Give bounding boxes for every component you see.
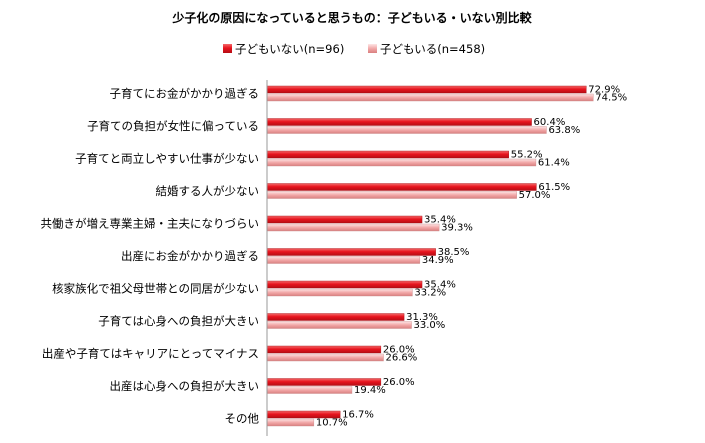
data-label-no-children: 26.0% (383, 345, 415, 356)
data-label-no-children: 26.0% (383, 377, 415, 388)
data-label-no-children: 60.4% (534, 117, 566, 128)
data-label-with-children: 33.2% (414, 288, 446, 299)
category-label: 共働きが増え専業主婦・主夫になりづらい (41, 217, 260, 231)
legend: 子どもいない(n=96) 子どもいる(n=458) (223, 42, 485, 56)
category-label: 子育ての負担が女性に偏っている (87, 119, 259, 133)
bar-with-children (266, 93, 594, 102)
bar-no-children (266, 118, 532, 126)
category-label: 結婚する人が少ない (156, 184, 260, 198)
bar-no-children (266, 345, 382, 354)
category-label: 出産にお金がかかり過ぎる (121, 249, 259, 263)
data-label-with-children: 26.6% (386, 353, 418, 364)
category-label: 出産は心身への負担が大きい (110, 379, 260, 393)
bar-no-children (266, 248, 436, 256)
legend-swatch-with-children (368, 44, 377, 53)
bar-with-children (266, 256, 421, 264)
data-label-with-children: 10.7% (316, 418, 348, 429)
category-label: その他 (225, 412, 260, 426)
bar-no-children (266, 183, 537, 191)
data-label-no-children: 35.4% (424, 280, 456, 291)
bar-with-children (266, 126, 547, 134)
data-label-with-children: 74.5% (595, 93, 627, 104)
bar-with-children (266, 191, 517, 199)
data-label-with-children: 34.9% (422, 255, 454, 266)
category-label: 核家族化で祖父母世帯との同居が少ない (52, 282, 259, 296)
bar-with-children (266, 418, 315, 427)
data-label-with-children: 19.4% (354, 385, 386, 396)
plot-area: 子育てにお金がかかり過ぎる 72.9%74.5% 子育ての負担が女性に偏っている 60… (41, 85, 628, 429)
bar-with-children (266, 386, 353, 394)
data-label-no-children: 31.3% (406, 312, 438, 323)
bar-no-children (266, 280, 423, 289)
category-label: 出産や子育てはキャリアにとってマイナス (42, 347, 259, 361)
bar-no-children (266, 150, 509, 159)
bar-with-children (266, 158, 537, 167)
bar-with-children (266, 288, 413, 297)
bar-no-children (266, 215, 423, 224)
data-label-no-children: 38.5% (438, 247, 470, 258)
category-label: 子育てと両立しやすい仕事が少ない (75, 152, 259, 166)
chart-title: 少子化の原因になっていると思うもの：子どもいる・いない別比較 (171, 10, 532, 25)
legend-label-with-children: 子どもいる(n=458) (380, 42, 485, 56)
bar-with-children (266, 321, 412, 329)
category-label: 子育てにお金がかかり過ぎる (110, 87, 260, 101)
data-label-with-children: 39.3% (441, 223, 473, 234)
bar-no-children (266, 85, 587, 94)
data-label-no-children: 72.9% (588, 85, 620, 96)
data-label-no-children: 35.4% (424, 215, 456, 226)
bar-with-children (266, 223, 440, 232)
data-label-with-children: 33.0% (414, 320, 446, 331)
bar-no-children (266, 313, 405, 321)
data-label-with-children: 61.4% (538, 158, 570, 169)
data-label-with-children: 57.0% (519, 190, 551, 201)
data-label-no-children: 55.2% (511, 150, 543, 161)
data-label-with-children: 63.8% (548, 125, 580, 136)
data-label-no-children: 61.5% (538, 182, 570, 193)
data-label-no-children: 16.7% (342, 410, 374, 421)
category-label: 子育ては心身への負担が大きい (98, 314, 259, 328)
legend-label-no-children: 子どもいない(n=96) (235, 42, 344, 56)
legend-swatch-no-children (223, 44, 232, 53)
bar-with-children (266, 353, 384, 362)
